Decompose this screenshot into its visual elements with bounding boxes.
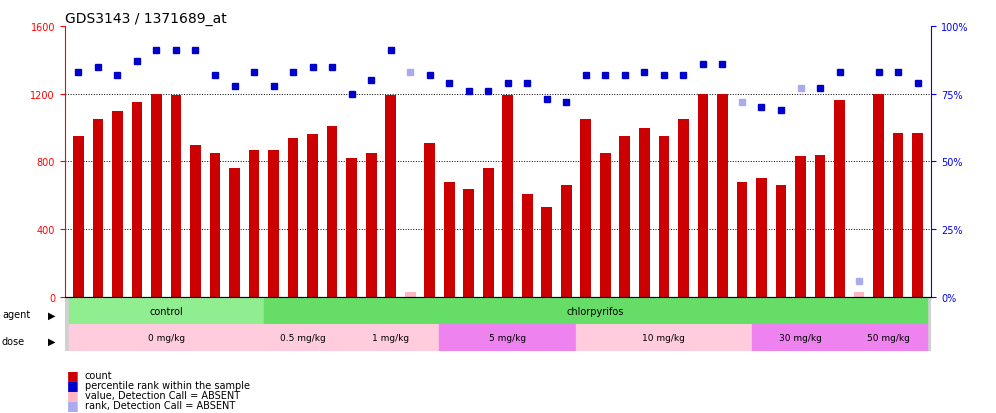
Text: 30 mg/kg: 30 mg/kg [779, 333, 822, 342]
Bar [658, 137, 669, 297]
Bar [502, 96, 513, 297]
Bar [69, 324, 264, 351]
Bar [424, 143, 435, 297]
Text: count: count [85, 370, 113, 380]
Bar [444, 183, 454, 297]
Bar [542, 208, 552, 297]
Text: ▶: ▶ [48, 336, 56, 346]
Text: ■: ■ [67, 388, 79, 401]
Text: agent: agent [2, 310, 30, 320]
Bar [581, 120, 592, 297]
Bar [113, 112, 123, 297]
Bar [835, 101, 845, 297]
Bar [93, 120, 104, 297]
Bar [815, 155, 826, 297]
Bar [873, 95, 883, 297]
Bar [131, 103, 142, 297]
Bar [522, 194, 533, 297]
Text: ■: ■ [67, 368, 79, 382]
Bar [561, 186, 572, 297]
Bar [73, 137, 84, 297]
Text: chlorpyrifos: chlorpyrifos [567, 306, 624, 316]
Bar [170, 96, 181, 297]
Bar [463, 189, 474, 297]
Bar [483, 169, 494, 297]
Text: value, Detection Call = ABSENT: value, Detection Call = ABSENT [85, 390, 240, 400]
Bar [752, 324, 850, 351]
Text: ■: ■ [67, 378, 79, 392]
Bar [229, 169, 240, 297]
Bar [268, 150, 279, 297]
Bar [190, 145, 201, 297]
Bar [892, 133, 903, 297]
Bar [439, 324, 576, 351]
Bar [342, 324, 439, 351]
Bar [249, 150, 259, 297]
Bar [385, 96, 396, 297]
Bar [307, 135, 318, 297]
Text: dose: dose [2, 336, 25, 346]
Bar [264, 297, 927, 324]
Text: 0 mg/kg: 0 mg/kg [147, 333, 185, 342]
Bar [600, 154, 611, 297]
Bar [697, 95, 708, 297]
Bar [756, 179, 767, 297]
Text: 0.5 mg/kg: 0.5 mg/kg [280, 333, 326, 342]
Bar [366, 154, 376, 297]
Bar [404, 292, 415, 297]
Bar [151, 95, 161, 297]
Bar [639, 128, 649, 297]
Bar [678, 120, 689, 297]
Text: 10 mg/kg: 10 mg/kg [642, 333, 685, 342]
Bar [264, 324, 342, 351]
Text: ■: ■ [67, 398, 79, 411]
Text: percentile rank within the sample: percentile rank within the sample [85, 380, 250, 390]
Bar [576, 324, 752, 351]
Bar [620, 137, 630, 297]
Text: 1 mg/kg: 1 mg/kg [373, 333, 409, 342]
Text: rank, Detection Call = ABSENT: rank, Detection Call = ABSENT [85, 400, 235, 410]
Bar [717, 95, 728, 297]
Bar [854, 292, 865, 297]
Bar [776, 186, 787, 297]
Text: control: control [149, 306, 183, 316]
Bar [69, 297, 264, 324]
Bar [327, 127, 338, 297]
Bar [737, 183, 747, 297]
Bar [347, 159, 357, 297]
Text: 5 mg/kg: 5 mg/kg [489, 333, 526, 342]
Bar [288, 138, 299, 297]
Bar [850, 324, 927, 351]
Bar [795, 157, 806, 297]
Text: 50 mg/kg: 50 mg/kg [867, 333, 909, 342]
Text: ▶: ▶ [48, 310, 56, 320]
Bar [912, 133, 923, 297]
Text: GDS3143 / 1371689_at: GDS3143 / 1371689_at [65, 12, 226, 26]
Bar [209, 154, 220, 297]
